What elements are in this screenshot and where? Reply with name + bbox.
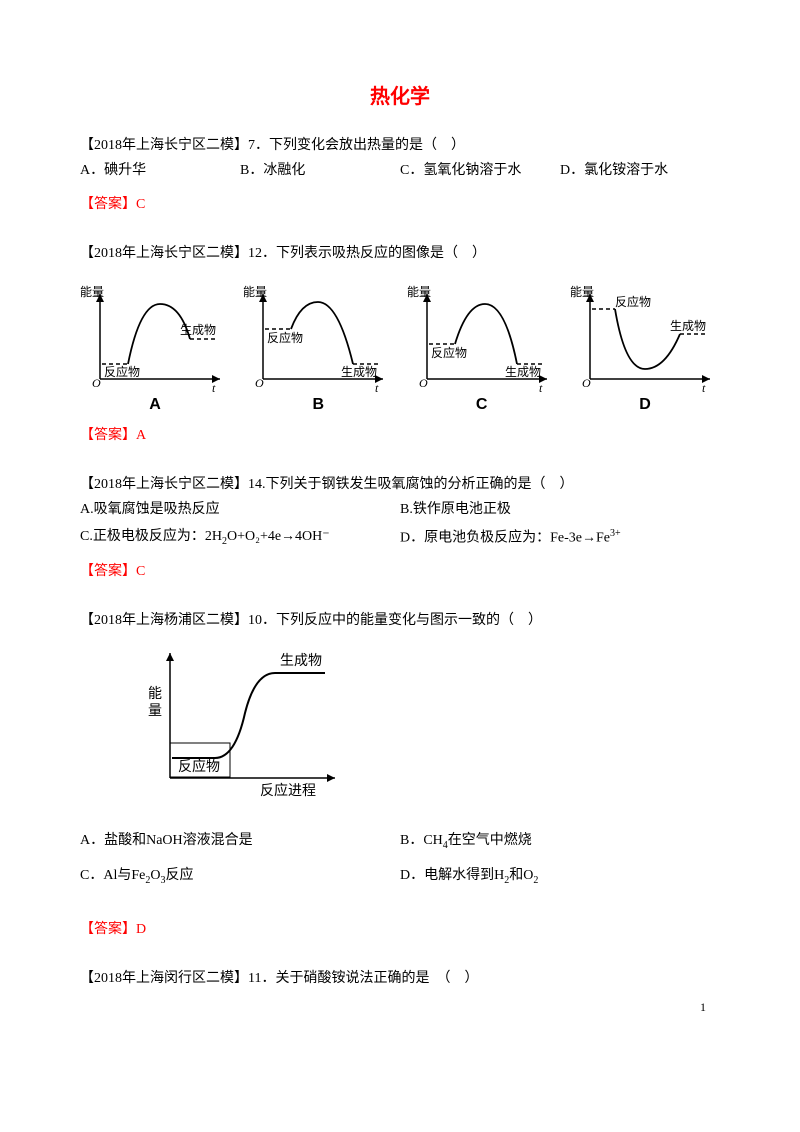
q4-stem: 【2018年上海杨浦区二模】10．下列反应中的能量变化与图示一致的（ ） [80,608,720,633]
right-label: 生成物 [505,365,541,379]
q3-optB: B.铁作原电池正极 [400,497,720,524]
right-label: 生成物 [180,323,216,337]
svg-text:能: 能 [148,686,162,702]
energy-diagram-A: 能量 t 反应物 生成物 O A [80,284,230,414]
top-label: 生成物 [280,653,322,669]
answer-value: D [136,922,146,937]
q3-answer: 【答案】C [80,560,720,580]
diagram-letter: C [407,396,557,414]
energy-diagram-C: 能量 t 反应物 生成物 O C [407,284,557,414]
left-label: 反应物 [431,345,467,360]
q3-options-row2: C.正极电极反应为：2H2O+O₂+4e→4OH⁻ D．原电池负极反应为：Fe-… [80,524,720,552]
q1-answer: 【答案】C [80,193,720,213]
q1-optA: A．碘升华 [80,158,240,185]
answer-label: 【答案】 [80,428,136,443]
page-title: 热化学 [80,80,720,109]
q1-stem: 【2018年上海长宁区二模】7．下列变化会放出热量的是（ ） [80,133,720,158]
left-label: 反应物 [267,330,303,345]
q3-optC: C.正极电极反应为：2H2O+O₂+4e→4OH⁻ [80,524,400,552]
xlabel: t [539,381,543,394]
right-label: 生成物 [341,365,377,379]
energy-diagram-D: 能量 t 反应物 生成物 O D [570,284,720,414]
q4-optD: D．电解水得到H2和O2 [400,863,720,890]
ylabel: 能量 [570,285,594,299]
diagram-letter: D [570,396,720,414]
energy-diagram-B: 能量 t 反应物 生成物 O B [243,284,393,414]
diagram-letter: A [80,396,230,414]
q4-answer: 【答案】D [80,918,720,938]
q4-optB: B．CH4在空气中燃烧 [400,828,720,855]
answer-label: 【答案】 [80,564,136,579]
ylabel: 能量 [243,285,267,299]
q4-options-row1: A．盐酸和NaOH溶液混合是 B．CH4在空气中燃烧 [80,828,720,855]
answer-value: A [136,428,146,443]
q1-options: A．碘升华 B．冰融化 C．氢氧化钠溶于水 D．氯化铵溶于水 [80,158,720,185]
svg-text:O: O [582,376,591,390]
page-number: 1 [700,1000,706,1015]
q2-stem: 【2018年上海长宁区二模】12．下列表示吸热反应的图像是（ ） [80,241,720,266]
answer-label: 【答案】 [80,922,136,937]
q3-options-row1: A.吸氧腐蚀是吸热反应 B.铁作原电池正极 [80,497,720,524]
q3-optA: A.吸氧腐蚀是吸热反应 [80,497,400,524]
q1-optD: D．氯化铵溶于水 [560,158,720,185]
xlabel: t [702,381,706,394]
diagram-letter: B [243,396,393,414]
bottom-label: 反应物 [178,758,220,775]
svg-text:O: O [419,376,428,390]
answer-label: 【答案】 [80,197,136,212]
left-label: 反应物 [104,364,140,379]
answer-value: C [136,564,145,579]
q3-stem: 【2018年上海长宁区二模】14.下列关于钢铁发生吸氧腐蚀的分析正确的是（ ） [80,472,720,497]
left-label: 反应物 [615,294,651,309]
xlabel: t [212,381,216,394]
q4-optC: C．Al与Fe2O3反应 [80,863,400,890]
ylabel: 能量 [80,285,104,299]
answer-value: C [136,197,145,212]
q4-optA: A．盐酸和NaOH溶液混合是 [80,828,400,855]
svg-text:量: 量 [148,703,162,719]
q4-options-row2: C．Al与Fe2O3反应 D．电解水得到H2和O2 [80,863,720,890]
ylabel: 能量 [407,285,431,299]
q1-optB: B．冰融化 [240,158,400,185]
q4-diagram: 能 量 反应进程 反应物 生成物 [140,643,720,808]
right-label: 生成物 [670,319,706,333]
q2-answer: 【答案】A [80,424,720,444]
q3-optD: D．原电池负极反应为：Fe-3e→Fe3+ [400,524,720,552]
svg-text:O: O [92,376,101,390]
q5-stem: 【2018年上海闵行区二模】11．关于硝酸铵说法正确的是 （ ） [80,966,720,991]
xlabel: t [375,381,379,394]
xlabel: 反应进程 [260,782,316,799]
svg-text:O: O [255,376,264,390]
q2-diagram-row: 能量 t 反应物 生成物 O A 能量 t 反应物 生成物 O B [80,284,720,414]
q1-optC: C．氢氧化钠溶于水 [400,158,560,185]
